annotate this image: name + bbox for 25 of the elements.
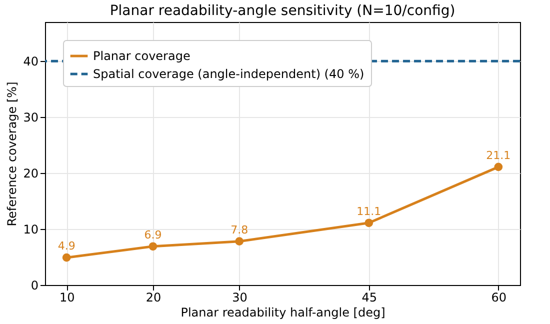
data-label: 4.9 <box>58 240 76 253</box>
legend-label: Spatial coverage (angle-independent) (40 %) <box>93 67 364 81</box>
x-tick-label: 10 <box>59 290 75 304</box>
point <box>494 162 503 172</box>
point <box>364 218 374 228</box>
point <box>148 242 158 251</box>
chart-title: Planar readability-angle sensitivity (N=10/config) <box>110 3 456 19</box>
x-tick-label: 60 <box>491 290 507 304</box>
y-tick-label: 40 <box>23 54 38 69</box>
x-tick-label: 30 <box>232 290 248 304</box>
y-tick-label: 0 <box>30 278 38 292</box>
y-tick-label: 20 <box>23 166 38 181</box>
data-label: 7.8 <box>230 223 248 236</box>
y-tick-label: 30 <box>23 110 38 125</box>
y-tick-label: 10 <box>23 222 38 237</box>
data-label: 6.9 <box>144 228 162 242</box>
x-axis-title: Planar readability half-angle [deg] <box>180 306 386 320</box>
point <box>62 253 71 262</box>
data-label: 21.1 <box>486 148 511 162</box>
legend-label: Planar coverage <box>93 49 190 63</box>
data-label: 11.1 <box>356 204 382 218</box>
point <box>235 237 244 246</box>
x-tick-label: 45 <box>362 290 378 304</box>
x-tick-label: 20 <box>146 290 162 304</box>
y-axis-title: Reference coverage [%] <box>5 82 20 226</box>
